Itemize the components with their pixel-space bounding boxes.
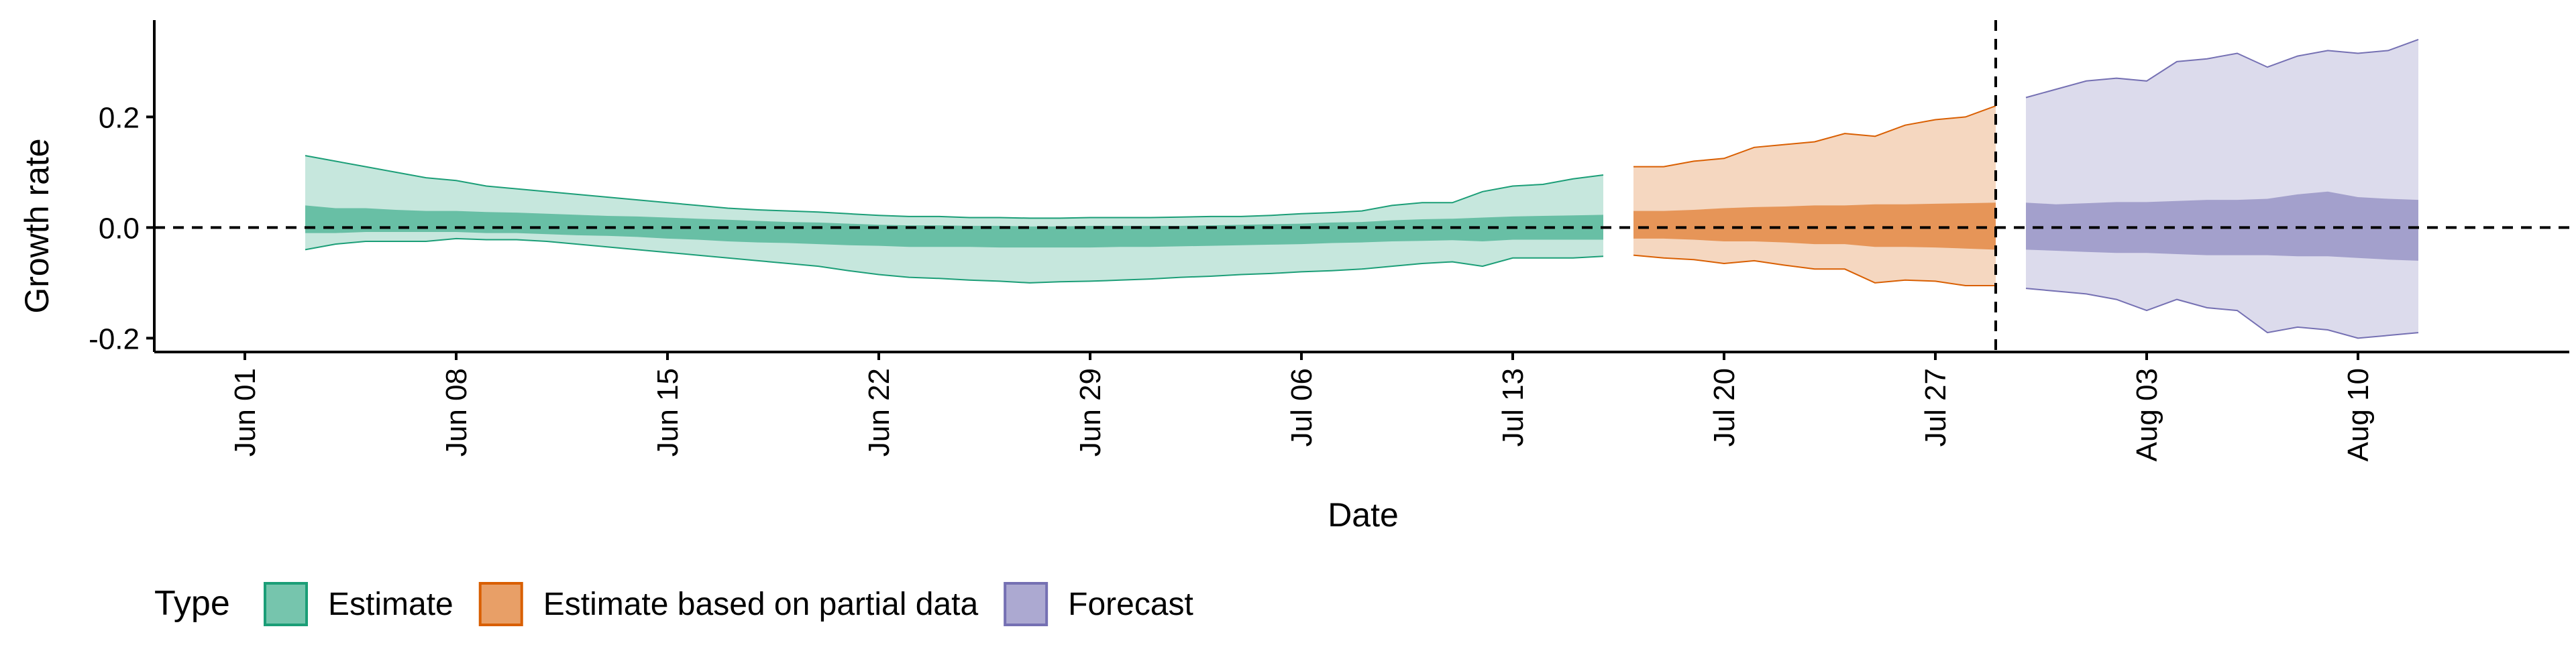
estimate-outer-upper-edge [305, 155, 1604, 219]
axes-layer: -0.2 0.0 0.2 Jun 01 Jun 08 Jun 15 Jun 22 Jun 29… [89, 20, 2569, 461]
x-tick-label: Jul 27 [1919, 368, 1952, 447]
y-tick-label: 0.0 [99, 212, 140, 245]
legend-label-forecast: Forecast [1068, 587, 1193, 622]
x-tick-label: Jun 01 [229, 368, 262, 457]
estimate-based-on-partial-data-inner-band [1633, 202, 1996, 250]
estimate-based-on-partial-data-outer-upper-edge [1633, 105, 1996, 168]
forecast-outer-band [2026, 39, 2418, 339]
forecast-outer-upper-edge [2025, 38, 2419, 99]
estimate-outer-lower-edge [305, 237, 1604, 284]
legend-item-forecast: Forecast [1004, 582, 1193, 626]
y-tick-label: -0.2 [89, 322, 140, 355]
legend: Type Estimate Estimate based on partial d… [154, 582, 1193, 626]
x-tick-label: Aug 10 [2342, 368, 2375, 461]
series-forecast [2025, 38, 2419, 339]
x-tick-label: Jul 13 [1497, 368, 1529, 447]
series-estimate [305, 155, 1604, 284]
bands-layer [305, 38, 2419, 339]
legend-label-estimate: Estimate [328, 587, 453, 622]
series-estimate-based-on-partial-data [1633, 105, 1996, 286]
y-axis-title: Growth rate [18, 138, 56, 313]
x-tick-label: Aug 03 [2131, 368, 2163, 461]
legend-label-estimate-based-on-partial-data: Estimate based on partial data [543, 587, 979, 622]
x-axis-title: Date [1328, 496, 1399, 534]
legend-swatch-estimate-based-on-partial-data [478, 582, 523, 626]
legend-item-estimate: Estimate [264, 582, 453, 626]
x-tick-label: Jun 08 [440, 368, 473, 457]
estimate-outer-band [305, 156, 1603, 283]
x-tick-label: Jun 22 [863, 368, 896, 457]
x-tick-label: Jul 20 [1708, 368, 1741, 447]
x-tick-label: Jul 06 [1285, 368, 1318, 447]
legend-swatch-estimate [264, 582, 308, 626]
forecast-outer-lower-edge [2025, 288, 2419, 339]
forecast-inner-band [2026, 191, 2418, 261]
legend-swatch-forecast [1004, 582, 1049, 626]
legend-title: Type [154, 584, 230, 623]
legend-item-estimate-based-on-partial-data: Estimate based on partial data [478, 582, 979, 626]
estimate-based-on-partial-data-outer-lower-edge [1633, 254, 1996, 286]
estimate-inner-band [305, 205, 1603, 248]
reference-lines-layer [154, 20, 2569, 352]
x-tick-label: Jun 15 [651, 368, 684, 457]
y-tick-label: 0.2 [99, 101, 140, 134]
x-tick-label: Jun 29 [1074, 368, 1107, 457]
